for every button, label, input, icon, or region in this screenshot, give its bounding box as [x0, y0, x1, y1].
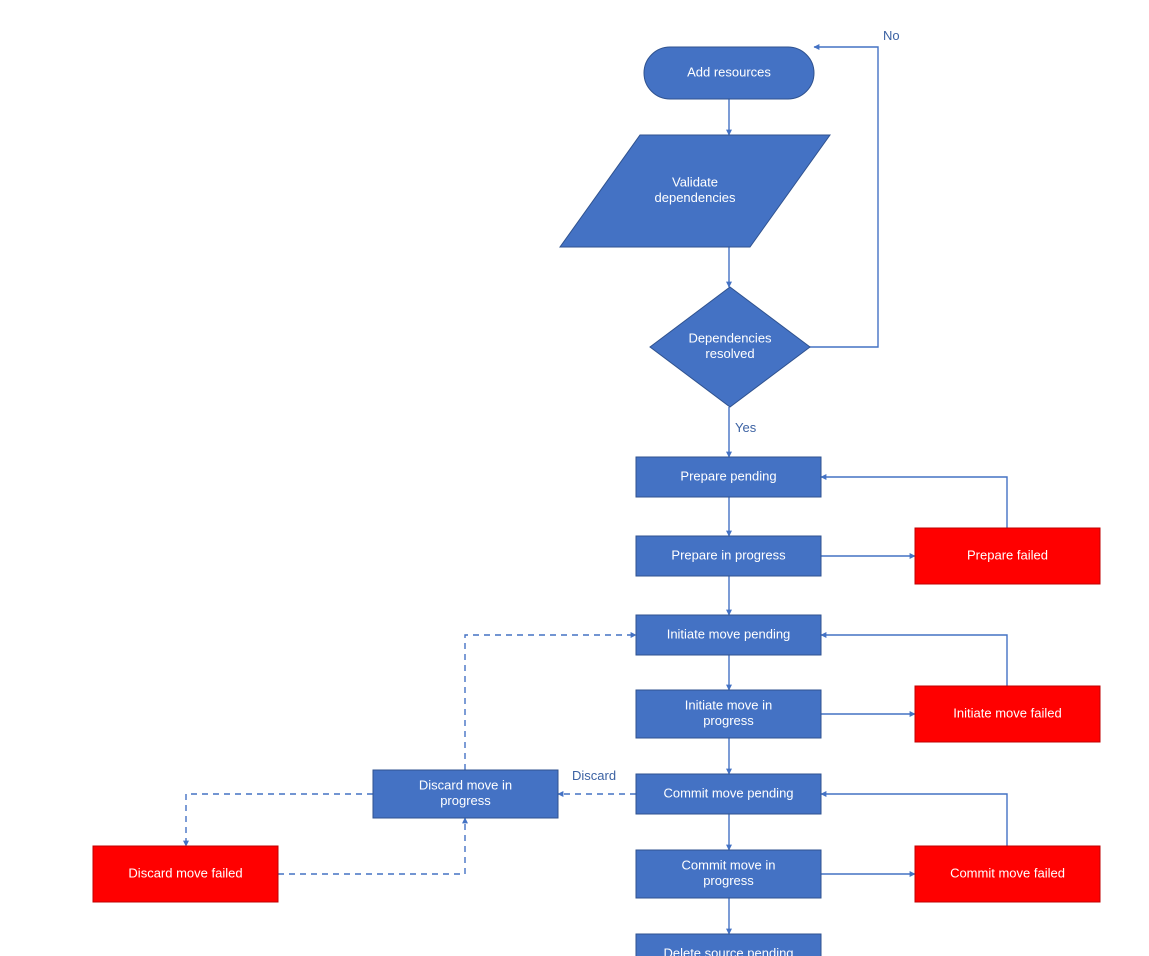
node-label: Commit move in: [682, 858, 776, 873]
flow-edge: [809, 47, 878, 347]
node-label: Add resources: [687, 64, 771, 79]
node-label: Prepare in progress: [671, 547, 786, 562]
node-label: Initiate move pending: [667, 626, 791, 641]
node-label: Dependencies: [688, 331, 772, 346]
node-label: dependencies: [655, 190, 736, 205]
edge-label-yes: Yes: [735, 420, 757, 435]
node-label: progress: [703, 713, 754, 728]
flow-edge: [821, 635, 1007, 686]
edge-label-no: No: [883, 28, 900, 43]
edge-label-discard: Discard: [572, 768, 616, 783]
node-label: Discard move in: [419, 778, 512, 793]
node-label: Initiate move failed: [953, 705, 1061, 720]
node-label: Prepare pending: [680, 468, 776, 483]
flow-edge: [186, 794, 373, 846]
flow-edge: [278, 818, 465, 874]
node-label: Initiate move in: [685, 698, 772, 713]
node-label: Delete source pending: [663, 945, 793, 956]
node-label: Commit move pending: [663, 785, 793, 800]
node-label: resolved: [705, 346, 754, 361]
node-label: Discard move failed: [128, 865, 242, 880]
node-label: progress: [440, 793, 491, 808]
node-label: progress: [703, 873, 754, 888]
flow-edge: [821, 477, 1007, 528]
node-label: Commit move failed: [950, 865, 1065, 880]
node-label: Validate: [672, 175, 718, 190]
flow-edge: [821, 794, 1007, 846]
node-label: Prepare failed: [967, 547, 1048, 562]
flow-edge: [465, 635, 636, 770]
